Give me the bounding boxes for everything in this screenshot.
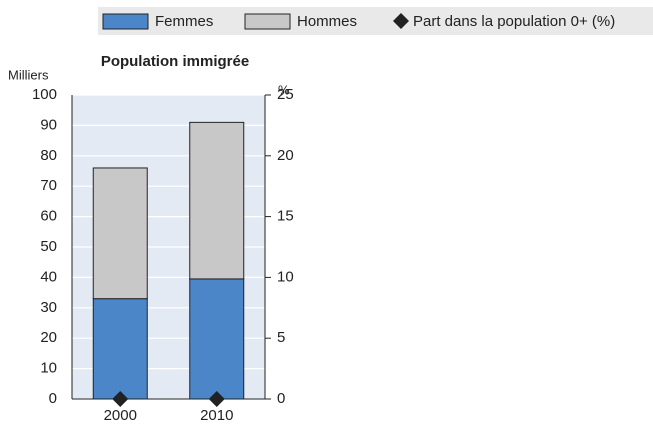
y-tick-label: 0	[49, 390, 57, 407]
legend-label: Hommes	[297, 13, 357, 30]
y-axis-label: Milliers	[8, 67, 49, 82]
legend-marker	[393, 13, 409, 29]
y-tick-label: 40	[40, 268, 57, 285]
legend-swatch	[102, 13, 149, 30]
legend-background	[98, 7, 653, 35]
y2-tick-label: 20	[277, 147, 294, 164]
y-tick-label: 80	[40, 147, 57, 164]
y-tick-label: 100	[32, 86, 57, 103]
y2-tick-label: 0	[277, 390, 285, 407]
bar-segment	[189, 278, 245, 400]
y-tick-label: 20	[40, 329, 57, 346]
legend-label: Femmes	[155, 13, 213, 30]
x-tick-label: 2000	[104, 407, 137, 424]
legend-label: Part dans la population 0+ (%)	[413, 13, 615, 30]
bar-segment	[189, 121, 245, 280]
y2-tick-label: 25	[277, 86, 294, 103]
y2-tick-label: 5	[277, 329, 285, 346]
y2-axis-label: %	[278, 82, 290, 97]
y-tick-label: 30	[40, 299, 57, 316]
y-tick-label: 10	[40, 360, 57, 377]
y-tick-label: 60	[40, 208, 57, 225]
chart-title: Population immigrée	[101, 53, 249, 70]
legend-swatch	[244, 13, 291, 30]
bar-segment	[92, 298, 148, 400]
x-tick-label: 2010	[200, 407, 233, 424]
y-tick-label: 70	[40, 177, 57, 194]
y2-tick-label: 15	[277, 208, 294, 225]
y-tick-label: 50	[40, 238, 57, 255]
bar-segment	[92, 167, 148, 300]
y2-tick-label: 10	[277, 268, 294, 285]
y-tick-label: 90	[40, 116, 57, 133]
